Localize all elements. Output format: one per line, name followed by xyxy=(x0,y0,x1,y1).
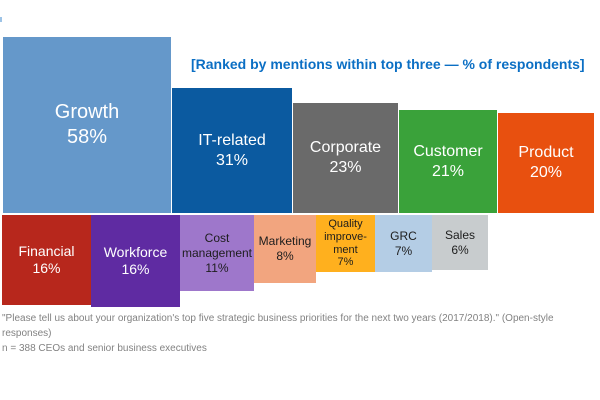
box-label: improve- xyxy=(324,230,367,243)
box-corporate: Corporate 23% xyxy=(293,103,398,213)
box-label: ment xyxy=(333,243,358,256)
box-label: Growth xyxy=(54,101,120,123)
chart-note: [Ranked by mentions within top three — %… xyxy=(191,56,585,72)
box-label: GRC xyxy=(390,228,417,243)
box-label: Customer xyxy=(413,142,483,160)
footnote-sample-size: n = 388 CEOs and senior business executi… xyxy=(2,343,207,354)
box-value: 58% xyxy=(66,126,108,148)
box-value: 11% xyxy=(205,260,229,275)
box-workforce: Workforce 16% xyxy=(91,215,180,307)
footnote-question-wrap: responses) xyxy=(2,328,52,339)
box-value: 31% xyxy=(215,151,249,169)
box-value: 21% xyxy=(431,162,465,180)
box-it-related: IT-related 31% xyxy=(172,88,292,213)
box-cost-management: Cost management 11% xyxy=(180,215,254,291)
box-label: Product xyxy=(518,144,574,161)
box-value: 6% xyxy=(451,242,469,257)
edge-artifact xyxy=(0,17,2,22)
box-label: management xyxy=(181,245,253,260)
box-grc: GRC 7% xyxy=(375,215,432,272)
box-label: Quality xyxy=(328,217,363,230)
box-label: IT-related xyxy=(198,131,266,149)
box-value: 16% xyxy=(32,260,61,276)
box-label: Marketing xyxy=(258,234,312,248)
box-label: Sales xyxy=(444,227,476,242)
box-financial: Financial 16% xyxy=(2,215,91,305)
box-marketing: Marketing 8% xyxy=(254,215,316,283)
box-customer: Customer 21% xyxy=(399,110,497,213)
box-value: 8% xyxy=(276,249,294,263)
box-label: Financial xyxy=(18,242,75,259)
box-value: 16% xyxy=(121,261,150,277)
box-quality-improvement: Quality improve- ment 7% xyxy=(316,215,375,272)
box-value: 7% xyxy=(394,243,413,258)
box-label: Workforce xyxy=(103,243,168,260)
box-product: Product 20% xyxy=(498,113,594,213)
box-value: 7% xyxy=(337,256,354,269)
footnote-question: "Please tell us about your organization'… xyxy=(2,313,554,324)
box-value: 23% xyxy=(329,159,362,176)
box-label: Cost xyxy=(204,230,230,245)
box-value: 20% xyxy=(529,164,563,181)
box-sales: Sales 6% xyxy=(432,215,488,270)
box-growth: Growth 58% xyxy=(3,37,171,213)
box-label: Corporate xyxy=(309,139,382,156)
footnote: "Please tell us about your organization'… xyxy=(2,311,599,356)
